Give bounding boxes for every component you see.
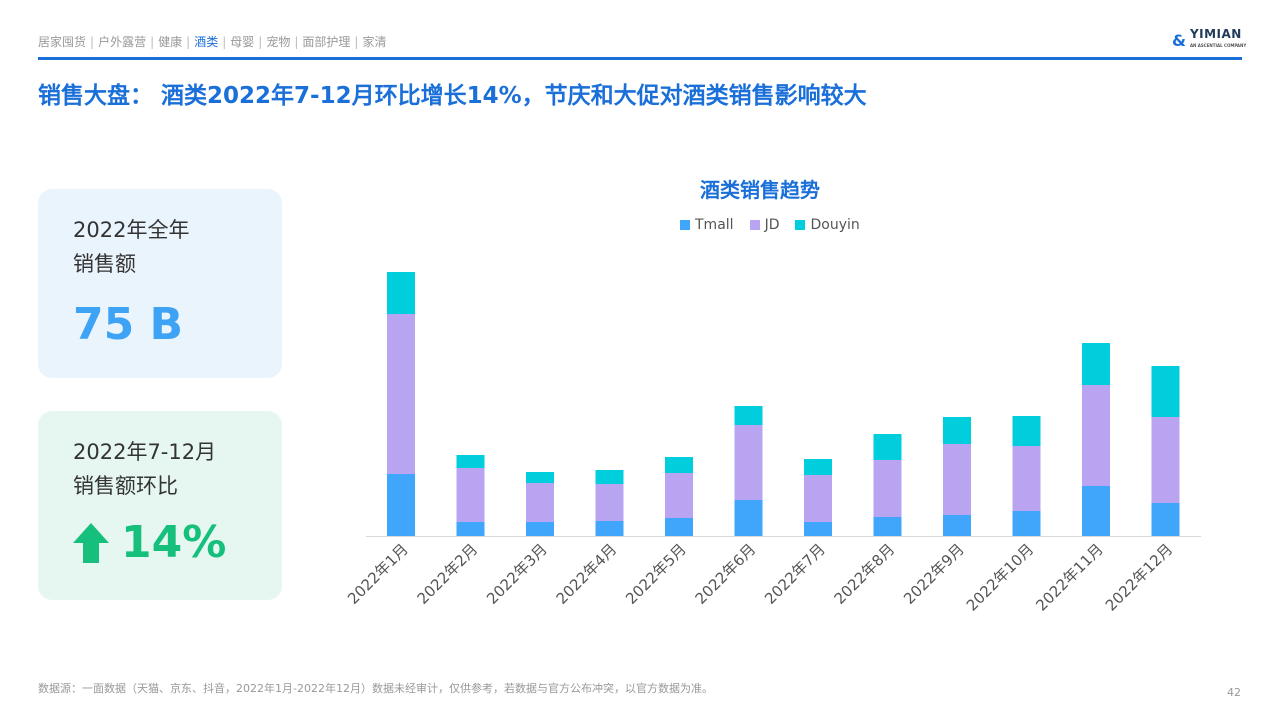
x-tick-label: 2022年3月 — [483, 540, 551, 608]
x-tick-label: 2022年11月 — [1032, 540, 1106, 614]
bar-tmall — [456, 522, 485, 536]
bar-douyin — [734, 406, 763, 425]
page-number: 42 — [1227, 686, 1241, 699]
bar-douyin — [665, 457, 693, 473]
annual-sales-card: 2022年全年 销售额 75 B — [38, 189, 282, 378]
x-tick-label: 2022年10月 — [963, 540, 1037, 614]
bar-tmall — [1151, 503, 1180, 536]
bar-douyin — [1012, 416, 1041, 446]
bar-tmall — [734, 500, 763, 536]
logo-text: YIMIAN — [1189, 27, 1242, 41]
x-tick-label: 2022年4月 — [553, 540, 621, 608]
nav-item[interactable]: 健康 — [158, 35, 183, 49]
x-tick-label: 2022年2月 — [414, 540, 482, 608]
bar-jd — [1082, 385, 1110, 486]
logo-icon: & — [1172, 30, 1186, 50]
bar-jd — [943, 444, 971, 515]
bar-tmall — [804, 522, 832, 536]
bar-tmall — [387, 474, 415, 536]
chart-title: 酒类销售趋势 — [700, 178, 820, 202]
nav-item[interactable]: 家清 — [362, 35, 387, 49]
x-tick-label: 2022年12月 — [1102, 540, 1176, 614]
bar-douyin — [943, 417, 971, 444]
card-value: 14% — [121, 517, 227, 568]
card-label: 销售额 — [73, 252, 136, 276]
bar-tmall — [595, 521, 624, 536]
x-tick-label: 2022年7月 — [761, 540, 829, 608]
data-source-note: 数据源：一面数据（天猫、京东、抖音，2022年1月-2022年12月）数据未经审… — [38, 682, 713, 695]
bar-tmall — [526, 522, 554, 536]
nav-item[interactable]: 母婴 — [230, 35, 255, 49]
nav-item[interactable]: 酒类 — [194, 35, 219, 49]
bar-jd — [387, 314, 415, 474]
card-value: 75 B — [73, 299, 184, 350]
card-label: 销售额环比 — [73, 474, 178, 498]
logo-tagline: AN ASCENTIAL COMPANY — [1189, 43, 1247, 48]
legend-item-tmall: Tmall — [680, 217, 734, 233]
category-nav: 居家囤货 | 户外露营 | 健康 | 酒类 | 母婴 | 宠物 | 面部护理 | 家清 — [38, 35, 387, 49]
bar-douyin — [595, 470, 624, 484]
bar-douyin — [456, 455, 485, 468]
bar-jd — [456, 468, 485, 522]
bar-tmall — [1012, 511, 1041, 536]
x-tick-label: 2022年1月 — [344, 540, 412, 608]
nav-item[interactable]: 居家囤货 — [38, 35, 87, 49]
nav-item[interactable]: 户外露营 — [98, 35, 147, 49]
card-label: 2022年全年 — [73, 218, 190, 242]
bar-douyin — [1082, 343, 1110, 385]
page-title: 销售大盘： 酒类2022年7-12月环比增长14%，节庆和大促对酒类销售影响较大 — [38, 83, 867, 109]
chart-legend: Tmall JD Douyin — [680, 217, 860, 233]
legend-item-douyin: Douyin — [795, 217, 860, 233]
bar-douyin — [804, 459, 832, 475]
bar-jd — [665, 473, 693, 518]
header-divider — [38, 57, 1242, 60]
bar-jd — [873, 460, 902, 517]
x-tick-label: 2022年9月 — [900, 540, 968, 608]
bar-tmall — [1082, 486, 1110, 536]
bar-jd — [804, 475, 832, 522]
yimian-logo: & YIMIAN AN ASCENTIAL COMPANY — [1172, 27, 1247, 51]
arrow-up-icon — [73, 522, 109, 563]
x-tick-label: 2022年8月 — [831, 540, 899, 608]
card-label: 2022年7-12月 — [73, 440, 217, 464]
growth-card: 2022年7-12月 销售额环比 14% — [38, 411, 282, 600]
x-tick-label: 2022年6月 — [692, 540, 760, 608]
legend-item-jd: JD — [749, 217, 779, 233]
bar-jd — [526, 483, 554, 522]
x-tick-label: 2022年5月 — [622, 540, 690, 608]
bar-douyin — [387, 272, 415, 314]
bar-jd — [734, 425, 763, 500]
bar-jd — [1012, 446, 1041, 511]
bar-tmall — [665, 518, 693, 536]
bar-douyin — [873, 434, 902, 460]
bar-tmall — [873, 517, 902, 536]
bar-tmall — [943, 515, 971, 536]
nav-item[interactable]: 面部护理 — [302, 35, 351, 49]
bar-douyin — [1151, 366, 1180, 417]
bar-jd — [595, 484, 624, 521]
bar-jd — [1151, 417, 1180, 503]
nav-item[interactable]: 宠物 — [266, 35, 291, 49]
bar-douyin — [526, 472, 554, 483]
